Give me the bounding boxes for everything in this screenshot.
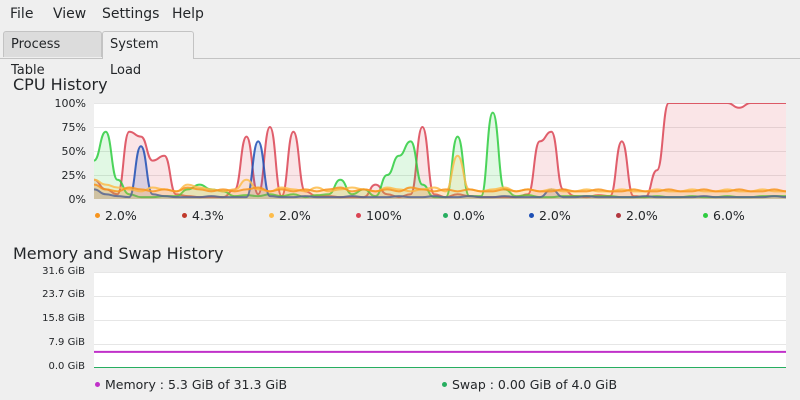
cpu-legend-value: 4.3% [192, 208, 224, 223]
cpu-legend-value: 2.0% [105, 208, 137, 223]
swap-legend-label: Swap : 0.00 GiB of 4.0 GiB [452, 377, 618, 392]
legend-dot-icon [356, 213, 361, 218]
menu-settings[interactable]: Settings [102, 6, 160, 22]
legend-dot-icon [269, 213, 274, 218]
cpu-legend-item: 6.0% [703, 208, 745, 223]
cpu-legend-value: 2.0% [539, 208, 571, 223]
cpu-y-tick: 0% [68, 193, 86, 206]
legend-dot-icon [182, 213, 187, 218]
series-line [94, 140, 786, 199]
memory-history-title: Memory and Swap History [13, 244, 224, 263]
memory-y-tick: 7.9 GiB [48, 337, 85, 348]
cpu-legend-item: 2.0% [529, 208, 571, 223]
cpu-legend-value: 100% [366, 208, 402, 223]
cpu-legend-item: 100% [356, 208, 402, 223]
series-area [94, 184, 786, 199]
cpu-y-tick: 50% [61, 145, 86, 158]
menu-help[interactable]: Help [172, 6, 204, 22]
cpu-legend-item: 2.0% [95, 208, 137, 223]
cpu-legend-item: 2.0% [616, 208, 658, 223]
menu-file[interactable]: File [10, 6, 34, 22]
swap-legend-item: Swap : 0.00 GiB of 4.0 GiB [442, 377, 617, 392]
cpu-y-tick: 25% [61, 169, 86, 182]
legend-dot-icon [703, 213, 708, 218]
memory-y-tick: 31.6 GiB [42, 266, 85, 277]
menu-bar: File View Settings Help [0, 0, 800, 30]
series-area [94, 103, 786, 199]
legend-dot-icon [95, 213, 100, 218]
cpu-history-chart [94, 103, 786, 199]
tab-bar: Process Table System Load [0, 30, 800, 78]
cpu-legend-item: 2.0% [269, 208, 311, 223]
legend-dot-icon [442, 382, 447, 387]
memory-history-chart [94, 272, 786, 368]
cpu-legend-item: 4.3% [182, 208, 224, 223]
legend-dot-icon [443, 213, 448, 218]
tab-process-table[interactable]: Process Table [3, 31, 102, 78]
menu-view[interactable]: View [53, 6, 87, 22]
memory-y-tick: 15.8 GiB [42, 313, 85, 324]
cpu-history-title: CPU History [13, 75, 108, 94]
memory-y-tick: 23.7 GiB [42, 289, 85, 300]
tab-system-load[interactable]: System Load [102, 31, 194, 78]
legend-dot-icon [95, 382, 100, 387]
cpu-legend-item: 0.0% [443, 208, 485, 223]
memory-y-tick: 0.0 GiB [48, 361, 85, 372]
cpu-legend-value: 2.0% [279, 208, 311, 223]
series-line [94, 183, 786, 193]
cpu-y-tick: 100% [54, 97, 86, 110]
cpu-legend-value: 6.0% [713, 208, 745, 223]
cpu-legend-value: 0.0% [453, 208, 485, 223]
memory-legend-item: Memory : 5.3 GiB of 31.3 GiB [95, 377, 287, 392]
legend-dot-icon [616, 213, 621, 218]
memory-legend-label: Memory : 5.3 GiB of 31.3 GiB [105, 377, 288, 392]
cpu-legend-value: 2.0% [626, 208, 658, 223]
legend-dot-icon [529, 213, 534, 218]
cpu-y-tick: 75% [61, 121, 86, 134]
